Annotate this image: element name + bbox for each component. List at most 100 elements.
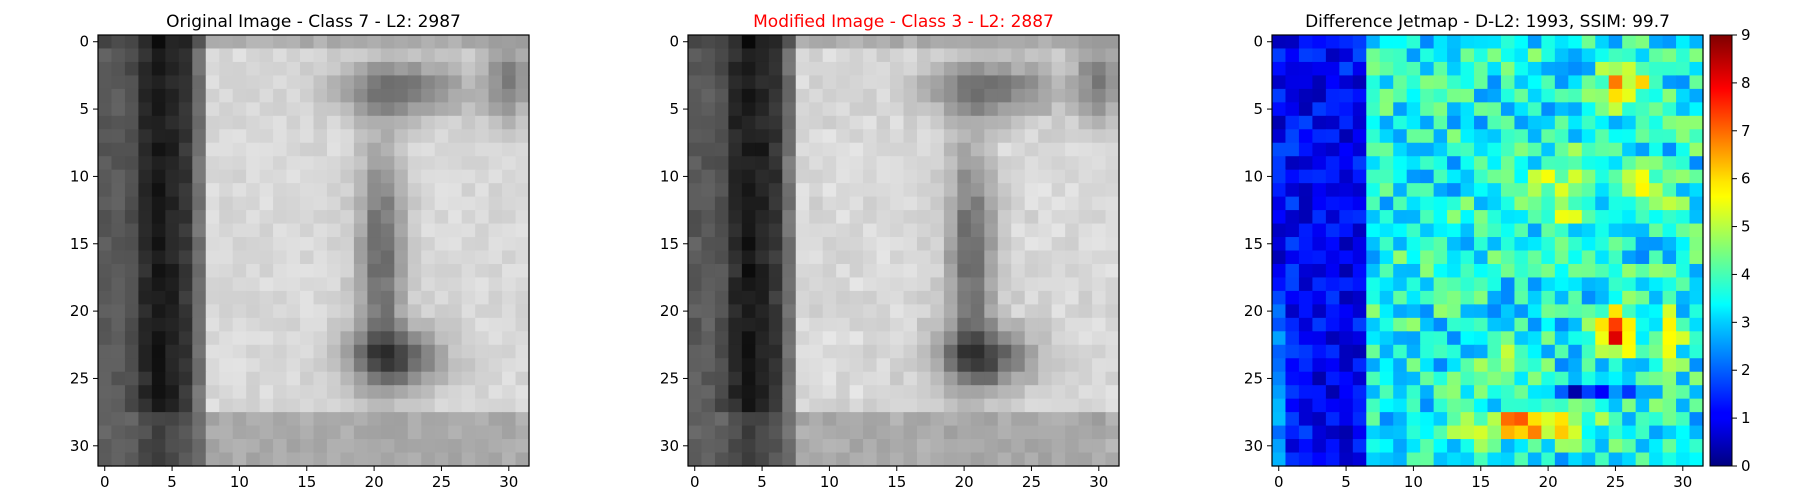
pixel-cell	[219, 75, 234, 90]
pixel-cell	[448, 223, 463, 238]
pixel-cell	[1024, 344, 1039, 359]
pixel-cell	[1420, 452, 1435, 467]
pixel-cell	[1272, 263, 1287, 279]
pixel-cell	[1393, 250, 1408, 265]
pixel-cell	[1406, 35, 1421, 50]
pixel-cell	[1024, 156, 1039, 171]
pixel-cell	[1474, 358, 1489, 373]
pixel-cell	[421, 344, 436, 359]
pixel-cell	[1500, 210, 1516, 225]
pixel-cell	[502, 61, 517, 77]
pixel-cell	[876, 412, 891, 427]
pixel-cell	[434, 35, 449, 50]
pixel-cell	[836, 358, 851, 373]
pixel-cell	[782, 277, 797, 292]
pixel-cell	[313, 156, 328, 171]
pixel-cell	[205, 223, 220, 238]
pixel-cell	[205, 48, 220, 63]
pixel-cell	[205, 237, 220, 252]
pixel-cell	[1393, 371, 1408, 386]
pixel-cell	[1649, 263, 1664, 279]
pixel-cell	[1635, 196, 1650, 211]
pixel-cell	[502, 304, 517, 319]
pixel-cell	[1065, 371, 1080, 386]
axes-frame-original	[97, 34, 530, 467]
pixel-cell	[768, 223, 783, 238]
pixel-cell	[849, 344, 864, 359]
pixel-cell	[822, 142, 837, 157]
pixel-cell	[997, 196, 1012, 211]
pixel-cell	[688, 88, 703, 103]
pixel-cell	[1581, 331, 1596, 346]
pixel-cell	[448, 317, 463, 332]
pixel-cell	[714, 425, 730, 440]
pixel-cell	[367, 156, 382, 171]
pixel-cell	[1420, 358, 1435, 373]
pixel-cell	[1298, 223, 1314, 238]
pixel-cell	[1622, 331, 1637, 346]
pixel-cell	[741, 263, 756, 279]
pixel-cell	[421, 331, 436, 346]
pixel-cell	[701, 358, 716, 373]
pixel-cell	[1460, 210, 1475, 225]
pixel-cell	[165, 452, 180, 467]
pixel-cell	[1038, 142, 1053, 157]
pixel-cell	[997, 371, 1012, 386]
pixel-cell	[1514, 156, 1529, 171]
pixel-cell	[326, 210, 342, 225]
pixel-cell	[326, 196, 342, 211]
pixel-cell	[1406, 385, 1421, 400]
pixel-cell	[1595, 425, 1610, 440]
pixel-cell	[205, 263, 220, 279]
pixel-cell	[98, 61, 113, 77]
pixel-cell	[124, 210, 140, 225]
pixel-cell	[273, 425, 288, 440]
pixel-cell	[768, 237, 783, 252]
pixel-cell	[1024, 237, 1039, 252]
pixel-cell	[714, 142, 730, 157]
pixel-cell	[890, 398, 905, 413]
pixel-cell	[353, 102, 368, 117]
pixel-cell	[124, 425, 140, 440]
pixel-cell	[1433, 223, 1448, 238]
pixel-cell	[1352, 290, 1367, 305]
pixel-cell	[1393, 439, 1408, 454]
pixel-cell	[997, 263, 1012, 279]
x-tick-label: 25	[1606, 473, 1625, 491]
pixel-cell	[1433, 156, 1448, 171]
pixel-cell	[232, 115, 247, 130]
pixel-cell	[755, 142, 770, 157]
pixel-cell	[394, 129, 409, 144]
pixel-cell	[1011, 344, 1026, 359]
pixel-cell	[1011, 358, 1026, 373]
pixel-cell	[916, 277, 932, 292]
pixel-cell	[1011, 48, 1026, 63]
pixel-cell	[515, 115, 530, 130]
pixel-cell	[340, 169, 355, 184]
pixel-cell	[353, 61, 368, 77]
pixel-cell	[741, 358, 756, 373]
pixel-cell	[313, 358, 328, 373]
pixel-cell	[1487, 169, 1502, 184]
pixel-cell	[1105, 385, 1120, 400]
pixel-cell	[1420, 439, 1435, 454]
pixel-cell	[1352, 115, 1367, 130]
pixel-cell	[138, 344, 153, 359]
pixel-cell	[502, 183, 517, 198]
pixel-cell	[246, 115, 261, 130]
pixel-cell	[1298, 277, 1314, 292]
pixel-cell	[970, 317, 985, 332]
pixel-cell	[138, 452, 153, 467]
pixel-cell	[836, 142, 851, 157]
pixel-cell	[1433, 277, 1448, 292]
pixel-cell	[1024, 331, 1039, 346]
pixel-cell	[795, 210, 810, 225]
pixel-cell	[515, 75, 530, 90]
pixel-cell	[1487, 48, 1502, 63]
pixel-cell	[782, 250, 797, 265]
pixel-cell	[1312, 452, 1327, 467]
pixel-cell	[822, 48, 837, 63]
pixel-cell	[1568, 290, 1583, 305]
pixel-cell	[1038, 304, 1053, 319]
pixel-cell	[943, 237, 958, 252]
